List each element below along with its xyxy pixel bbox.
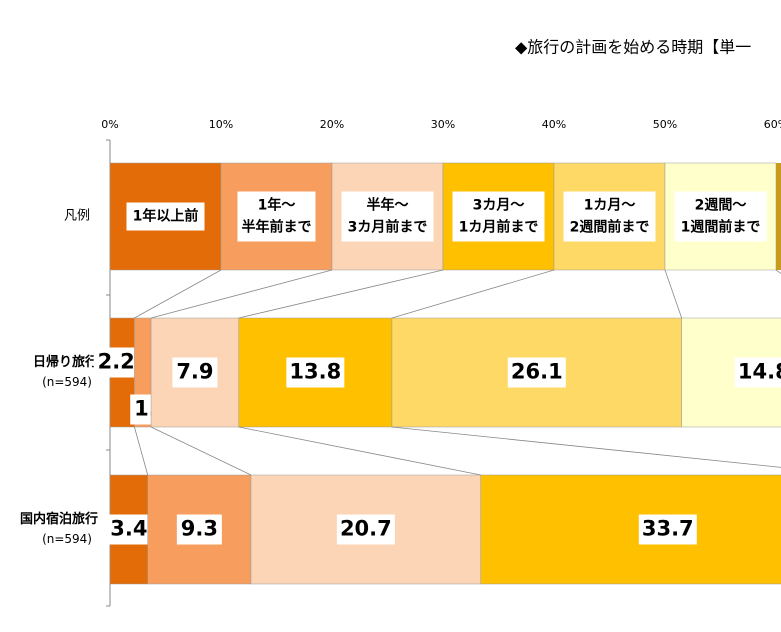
legend-label: 1年～半年前まで bbox=[242, 197, 312, 236]
legend-swatch bbox=[776, 163, 781, 270]
category-label: 国内宿泊旅行 bbox=[20, 511, 98, 527]
value-label-bg bbox=[176, 514, 222, 545]
value-label-bg bbox=[734, 357, 781, 388]
legend-label-bg bbox=[563, 191, 656, 242]
legend-label: 凡例 bbox=[64, 209, 90, 224]
legend-label: 3カ月～ 1カ月前まで bbox=[459, 198, 539, 236]
category-label: 日帰り旅行 bbox=[33, 354, 98, 370]
value-label-bg bbox=[638, 514, 697, 545]
value-label: 9.3 bbox=[181, 517, 218, 541]
legend-label-bg bbox=[674, 191, 767, 242]
legend-label-bg bbox=[341, 191, 434, 242]
legend-label-bg bbox=[452, 191, 545, 242]
x-tick-label: 30% bbox=[431, 118, 455, 131]
legend-label: 2週間～ 1週間前まで bbox=[681, 198, 761, 236]
connector-line bbox=[150, 269, 333, 319]
value-label: 13.8 bbox=[289, 360, 341, 384]
legend-label: 半年～ 3カ月前まで bbox=[348, 197, 428, 236]
connector-line bbox=[775, 269, 781, 274]
x-tick-label: 40% bbox=[542, 118, 566, 131]
value-label-bg bbox=[172, 357, 218, 388]
legend-label: 1年以上前 bbox=[133, 208, 199, 225]
connector-line bbox=[134, 269, 222, 319]
value-label-bg bbox=[507, 357, 566, 388]
x-tick-label: 10% bbox=[209, 118, 233, 131]
legend-label-bg bbox=[237, 191, 316, 242]
value-label: 33.7 bbox=[642, 517, 694, 541]
bar-segment bbox=[480, 474, 781, 585]
value-label-bg bbox=[106, 514, 152, 545]
value-label: 2.2 bbox=[98, 350, 135, 374]
connector-line bbox=[391, 269, 555, 319]
value-label: 14.8 bbox=[738, 360, 781, 384]
x-tick-label: 50% bbox=[653, 118, 677, 131]
connector-line bbox=[664, 269, 683, 319]
chart-title: ◆旅行の計画を始める時期【単一 bbox=[515, 38, 751, 57]
value-label: 26.1 bbox=[511, 360, 563, 384]
value-label-bg bbox=[93, 347, 139, 378]
x-tick-label: 60% bbox=[764, 118, 781, 131]
legend-label-bg bbox=[126, 202, 205, 231]
sample-label: (n=594) bbox=[42, 532, 92, 546]
value-label-bg bbox=[336, 514, 395, 545]
sample-label: (n=594) bbox=[42, 375, 92, 389]
value-label-bg bbox=[286, 357, 345, 388]
connector-line bbox=[391, 426, 781, 468]
connector-line bbox=[150, 426, 252, 476]
connector-line bbox=[238, 269, 444, 319]
x-tick-label: 0% bbox=[101, 118, 118, 131]
x-tick-label: 20% bbox=[320, 118, 344, 131]
value-label: 7.9 bbox=[176, 360, 213, 384]
connector-line bbox=[238, 426, 481, 476]
legend-label: 1カ月～ 2週間前まで bbox=[570, 198, 650, 236]
connector-line bbox=[134, 426, 149, 476]
value-label: 3.4 bbox=[110, 517, 147, 541]
value-label: 20.7 bbox=[340, 517, 392, 541]
